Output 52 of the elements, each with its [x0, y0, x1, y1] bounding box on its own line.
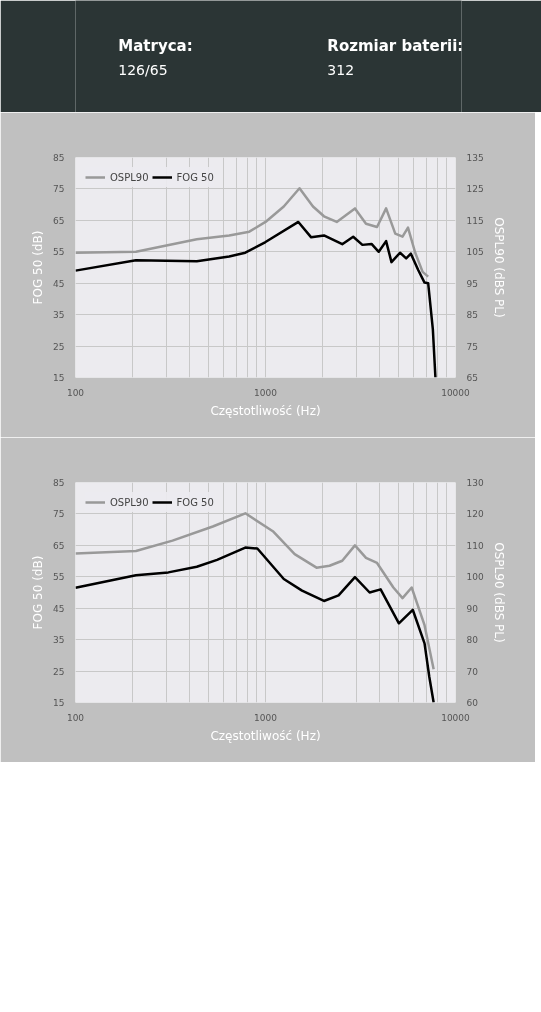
legend-label: FOG 50 [176, 496, 214, 508]
y-tick-label: 85 [53, 153, 65, 163]
y-tick-label: 25 [53, 666, 65, 677]
y2-tick-label: 75 [466, 341, 478, 352]
y2-tick-label: 60 [466, 698, 479, 708]
y2-tick-label: 80 [466, 635, 479, 646]
x-tick-label: 10000 [441, 712, 471, 723]
x-tick-label: 1000 [254, 712, 278, 723]
y2-tick-label: 85 [466, 310, 478, 321]
y-tick-label: 75 [53, 509, 65, 520]
y2-tick-label: 110 [466, 540, 484, 551]
y2-tick-label: 65 [466, 373, 478, 383]
y2-tick-label: 115 [466, 215, 484, 226]
x-tick-label: 100 [66, 387, 85, 398]
y-tick-label: 15 [53, 698, 65, 708]
y-tick-label: 45 [53, 278, 65, 289]
y-axis-title: FOG 50 (dB) [31, 555, 46, 630]
y-tick-label: 15 [53, 373, 65, 383]
legend-label: OSPL90 [110, 496, 149, 508]
y2-axis-title: OSPL90 (dBS PL) [491, 217, 506, 318]
y-tick-label: 25 [53, 341, 65, 352]
text: Rozmiar baterii: [327, 36, 464, 55]
y-tick-label: 35 [53, 635, 65, 646]
y-tick-label: 65 [53, 215, 65, 226]
y-tick-label: 55 [53, 572, 65, 583]
y2-tick-label: 125 [466, 184, 484, 195]
y2-tick-label: 105 [466, 247, 484, 258]
legend-label: OSPL90 [110, 171, 149, 183]
y-tick-label: 35 [53, 310, 65, 321]
x-axis-title: Częstotliwość (Hz) [210, 728, 321, 743]
y-axis-title: FOG 50 (dB) [31, 230, 46, 305]
y2-tick-label: 135 [466, 153, 484, 163]
y2-tick-label: 120 [466, 509, 484, 520]
y-tick-label: 85 [53, 478, 65, 488]
text: 126/65 [118, 61, 168, 78]
y2-tick-label: 90 [466, 603, 479, 614]
legend-label: FOG 50 [176, 171, 214, 183]
y2-axis-title: OSPL90 (dBS PL) [491, 542, 506, 643]
y-tick-label: 75 [53, 184, 65, 195]
y-tick-label: 55 [53, 247, 65, 258]
y2-tick-label: 95 [466, 278, 478, 289]
y2-tick-label: 100 [466, 572, 484, 583]
x-tick-label: 100 [66, 712, 85, 723]
y2-tick-label: 70 [466, 666, 479, 677]
text: 312 [327, 61, 355, 78]
y-tick-label: 65 [53, 540, 65, 551]
x-tick-label: 10000 [441, 387, 471, 398]
x-axis-title: Częstotliwość (Hz) [210, 403, 321, 418]
text: Matryca: [118, 36, 193, 55]
y2-tick-label: 130 [466, 478, 484, 488]
y-tick-label: 45 [53, 603, 65, 614]
x-tick-label: 1000 [254, 387, 278, 398]
